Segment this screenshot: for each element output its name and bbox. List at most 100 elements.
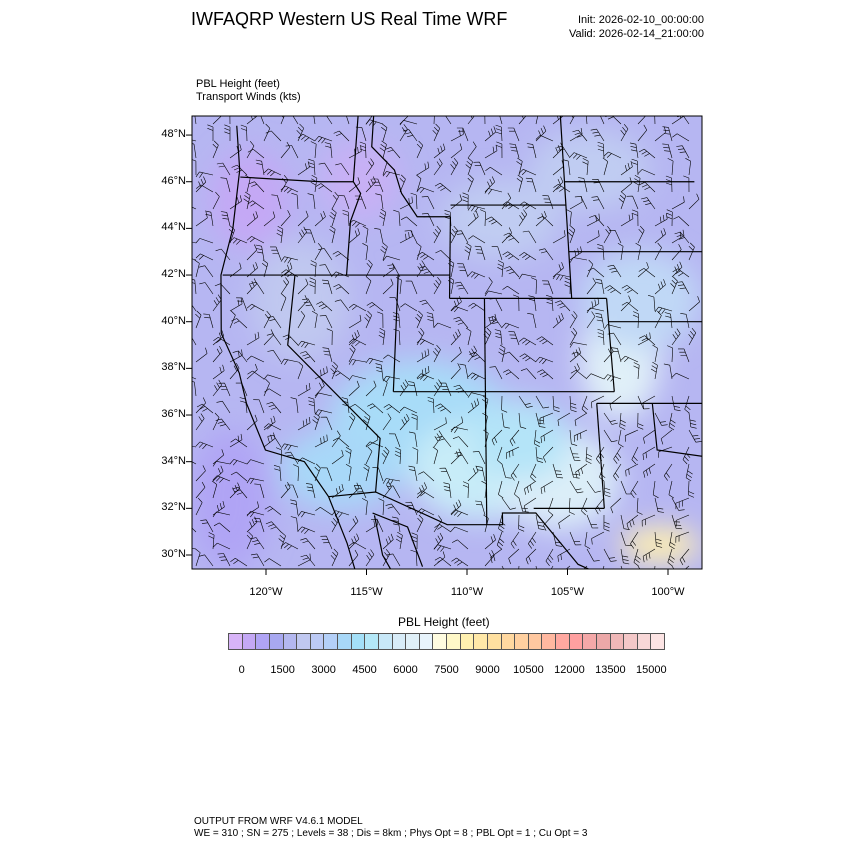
colorbar-label: 7500 (434, 664, 459, 676)
wind-barb (195, 397, 206, 414)
wind-barb (382, 413, 392, 431)
wind-barb (654, 531, 663, 548)
wind-barb (675, 497, 690, 510)
wind-barb (349, 403, 367, 414)
wind-barb (539, 412, 554, 425)
wind-barb (638, 148, 656, 159)
wind-barb (546, 295, 554, 312)
wind-barb (603, 324, 622, 330)
wind-barb (263, 374, 282, 380)
wind-barb (552, 230, 566, 244)
wind-barb (314, 136, 333, 144)
wind-barb (195, 171, 214, 178)
wind-barb (667, 548, 675, 567)
valid-time: Valid: 2026-02-14_21:00:00 (569, 28, 704, 40)
wind-barb (214, 283, 231, 295)
wind-barb (662, 126, 673, 142)
wind-barb (231, 164, 248, 176)
wind-barb (371, 519, 384, 533)
wind-barb (569, 327, 578, 346)
wind-barb (479, 209, 486, 227)
wind-barb (416, 186, 435, 193)
wind-barb (392, 312, 401, 329)
wind-barb (246, 278, 257, 295)
wind-barb (637, 225, 645, 244)
wind-barb (469, 351, 486, 363)
wind-barb (502, 285, 520, 295)
wind-barb (212, 294, 222, 312)
wind-barb (433, 277, 442, 295)
wind-barb (587, 267, 605, 278)
wind-barb (637, 169, 656, 176)
wind-barb (672, 133, 690, 142)
wind-barb (620, 177, 633, 193)
wind-barb (432, 446, 438, 465)
wind-barb (365, 441, 384, 448)
wind-barb (688, 242, 695, 261)
wind-barb (365, 446, 373, 465)
wind-barb (195, 465, 206, 482)
wind-barb (332, 251, 350, 261)
wind-barb (348, 145, 362, 159)
wind-barb (280, 175, 289, 193)
wind-barb (229, 433, 243, 448)
colorbar-swatch (542, 634, 556, 649)
wind-barb (348, 359, 367, 366)
colorbar-swatch (556, 634, 570, 649)
wind-barb (348, 380, 360, 397)
wind-barb (416, 260, 426, 278)
pbl-region (470, 400, 570, 480)
wind-barb (260, 116, 265, 125)
wind-barb (530, 463, 537, 482)
wind-barb (652, 344, 658, 363)
lat-label: 46°N (161, 174, 186, 187)
wind-barb (362, 225, 369, 244)
colorbar-swatch (651, 634, 664, 649)
wind-barb (408, 431, 418, 448)
wind-barb (263, 378, 270, 397)
colorbar-label: 13500 (595, 664, 626, 676)
wind-barb (581, 497, 588, 516)
wind-barb (331, 191, 339, 210)
colorbar-swatch (474, 634, 488, 649)
wind-barb (331, 484, 344, 499)
wind-barb (552, 116, 564, 125)
colorbar-label: 9000 (475, 664, 500, 676)
wind-barb (633, 174, 641, 193)
wind-barb (503, 351, 520, 363)
wind-barb (247, 200, 265, 210)
wind-barb (520, 368, 537, 380)
pbl-region (250, 240, 350, 360)
wind-barb (609, 230, 622, 244)
wind-barb (348, 219, 367, 228)
wind-barb (195, 347, 208, 363)
wind-barb (514, 480, 520, 499)
wind-barb (443, 482, 452, 499)
wind-barb (395, 531, 403, 550)
wind-barb (198, 554, 214, 567)
wind-barb (364, 310, 372, 329)
wind-barb (434, 523, 452, 533)
colorbar-swatch (242, 634, 257, 649)
wind-barb (321, 279, 333, 295)
wind-barb (574, 412, 588, 427)
wind-barb (312, 412, 320, 431)
wind-barb (543, 514, 554, 531)
wind-barb (280, 443, 299, 451)
border-line (287, 274, 381, 493)
wind-barb (320, 535, 333, 550)
wind-barb (212, 191, 220, 210)
wind-barb (382, 549, 391, 567)
border-line (559, 116, 573, 299)
wind-barb (394, 447, 402, 465)
wind-barb (416, 514, 424, 533)
wind-barb (495, 124, 503, 142)
wind-barb (518, 169, 537, 176)
wind-barb (671, 196, 685, 210)
wind-barb (556, 145, 571, 159)
wind-barb (408, 465, 418, 482)
colorbar-swatch (365, 634, 379, 649)
colorbar-swatch (419, 634, 434, 649)
wind-barb (637, 332, 651, 346)
wind-barb (250, 282, 265, 295)
